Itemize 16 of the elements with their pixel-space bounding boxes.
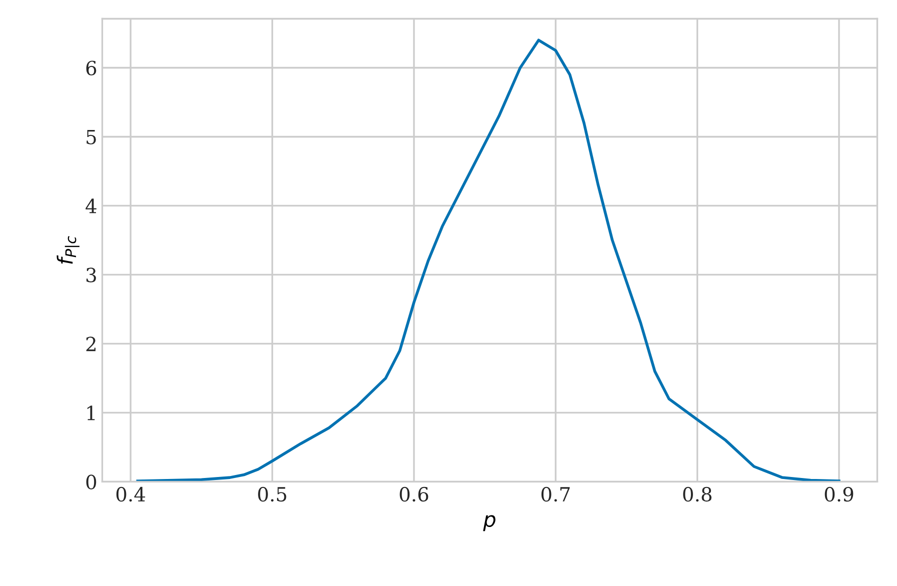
y-tick-label: 0 [86, 474, 96, 490]
x-tick-label: 0.6 [400, 486, 428, 502]
x-tick-label: 0.8 [683, 486, 712, 502]
y-tick-label: 2 [86, 336, 96, 352]
y-tick-label: 6 [86, 60, 96, 76]
y-tick-label: 1 [87, 406, 95, 420]
y-tick-label: 3 [86, 268, 96, 282]
y-tick-label: 5 [86, 130, 96, 144]
y-axis-title: f$_{P|c}$ [56, 236, 80, 264]
x-tick-label: 0.7 [541, 486, 570, 502]
x-tick-label: 0.4 [116, 486, 146, 502]
line-series [136, 38, 840, 482]
y-tick-label: 4 [86, 198, 96, 214]
x-axis-title: p [483, 515, 496, 532]
x-tick-label: 0.5 [258, 486, 286, 502]
x-tick-label: 0.9 [824, 486, 854, 502]
